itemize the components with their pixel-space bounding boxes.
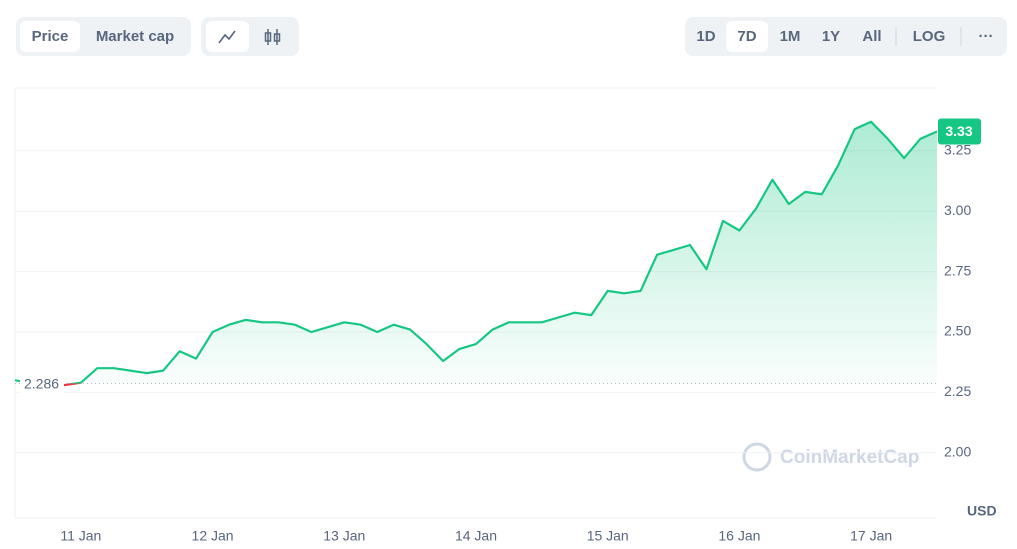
- x-tick-label: 15 Jan: [587, 528, 629, 544]
- y-axis-label: USD: [967, 503, 997, 519]
- open-price-label: 2.286: [24, 375, 59, 391]
- x-tick-label: 14 Jan: [455, 528, 497, 544]
- price-line: [14, 120, 938, 387]
- y-tick-label: 2.25: [944, 383, 971, 399]
- range-tab[interactable]: 1Y: [822, 28, 840, 45]
- range-tab[interactable]: 1M: [780, 28, 801, 45]
- current-price-badge: [938, 118, 981, 145]
- open-price-badge: [20, 373, 64, 394]
- y-tick-label: 2.00: [944, 443, 971, 459]
- watermark-logo: [742, 442, 772, 472]
- range-tab[interactable]: All: [862, 28, 881, 45]
- y-tick-label: 2.50: [944, 323, 971, 339]
- y-tick-label: 3.00: [944, 202, 971, 218]
- tab-active-bg: [20, 21, 80, 52]
- line-icon: [218, 30, 236, 44]
- metric-tab[interactable]: Market cap: [96, 28, 174, 45]
- more-button[interactable]: ···: [979, 28, 994, 45]
- x-tick-label: 17 Jan: [850, 528, 892, 544]
- x-tick-label: 16 Jan: [718, 528, 760, 544]
- tab-active-bg: [726, 21, 768, 52]
- price-area: [15, 121, 937, 386]
- log-toggle[interactable]: LOG: [913, 28, 946, 45]
- y-tick-label: 3.25: [944, 142, 971, 158]
- range-tab[interactable]: 1D: [696, 28, 715, 45]
- candle-icon[interactable]: [264, 29, 281, 45]
- current-price-label: 3.33: [945, 123, 972, 139]
- x-tick-label: 13 Jan: [323, 528, 365, 544]
- y-tick-label: 2.75: [944, 262, 971, 278]
- x-tick-label: 12 Jan: [192, 528, 234, 544]
- range-tab[interactable]: 7D: [737, 28, 756, 45]
- x-tick-label: 11 Jan: [60, 528, 101, 544]
- metric-tab[interactable]: Price: [32, 28, 69, 45]
- watermark: CoinMarketCap: [780, 447, 919, 468]
